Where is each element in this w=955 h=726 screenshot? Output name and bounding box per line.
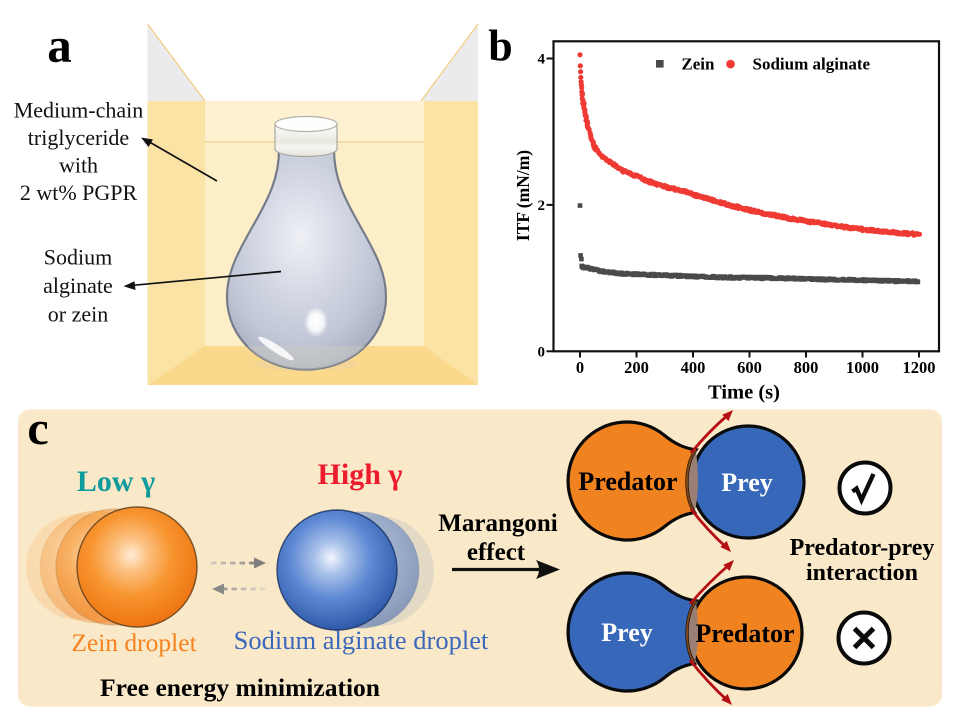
svg-text:High γ: High γ xyxy=(318,458,403,491)
svg-text:ITF (mN/m): ITF (mN/m) xyxy=(513,150,533,241)
svg-text:Predator: Predator xyxy=(578,467,677,496)
svg-text:Low γ: Low γ xyxy=(77,465,155,498)
svg-text:Medium-chain: Medium-chain xyxy=(14,98,144,123)
svg-text:triglyceride: triglyceride xyxy=(28,125,129,150)
svg-text:800: 800 xyxy=(794,358,819,377)
svg-text:Marangoni: Marangoni xyxy=(438,510,558,537)
svg-text:1000: 1000 xyxy=(846,358,879,377)
svg-text:2 wt% PGPR: 2 wt% PGPR xyxy=(20,180,138,205)
svg-text:a: a xyxy=(47,18,72,73)
svg-text:Prey: Prey xyxy=(721,468,773,497)
svg-text:alginate: alginate xyxy=(43,273,113,298)
svg-text:0: 0 xyxy=(576,358,584,377)
svg-text:c: c xyxy=(27,402,48,455)
svg-text:Sodium alginate droplet: Sodium alginate droplet xyxy=(234,625,489,655)
svg-text:600: 600 xyxy=(737,358,762,377)
svg-text:or zein: or zein xyxy=(48,302,108,327)
svg-text:Sodium: Sodium xyxy=(44,245,112,270)
svg-text:effect: effect xyxy=(467,539,526,566)
svg-text:0: 0 xyxy=(538,345,546,361)
svg-text:1200: 1200 xyxy=(903,358,936,377)
svg-text:Prey: Prey xyxy=(601,618,653,647)
svg-text:Zein: Zein xyxy=(681,55,715,74)
svg-text:200: 200 xyxy=(624,358,649,377)
svg-text:400: 400 xyxy=(681,358,706,377)
svg-text:interaction: interaction xyxy=(806,560,918,586)
svg-text:Zein droplet: Zein droplet xyxy=(71,628,196,657)
svg-text:Free energy minimization: Free energy minimization xyxy=(100,673,380,702)
svg-text:Time (s): Time (s) xyxy=(708,382,780,404)
svg-text:Predator: Predator xyxy=(695,619,794,648)
svg-text:4: 4 xyxy=(538,52,546,68)
svg-text:Predator-prey: Predator-prey xyxy=(790,535,935,561)
svg-text:b: b xyxy=(488,22,512,71)
svg-text:Sodium alginate: Sodium alginate xyxy=(753,55,871,74)
svg-text:with: with xyxy=(59,153,98,178)
svg-text:2: 2 xyxy=(538,198,546,214)
